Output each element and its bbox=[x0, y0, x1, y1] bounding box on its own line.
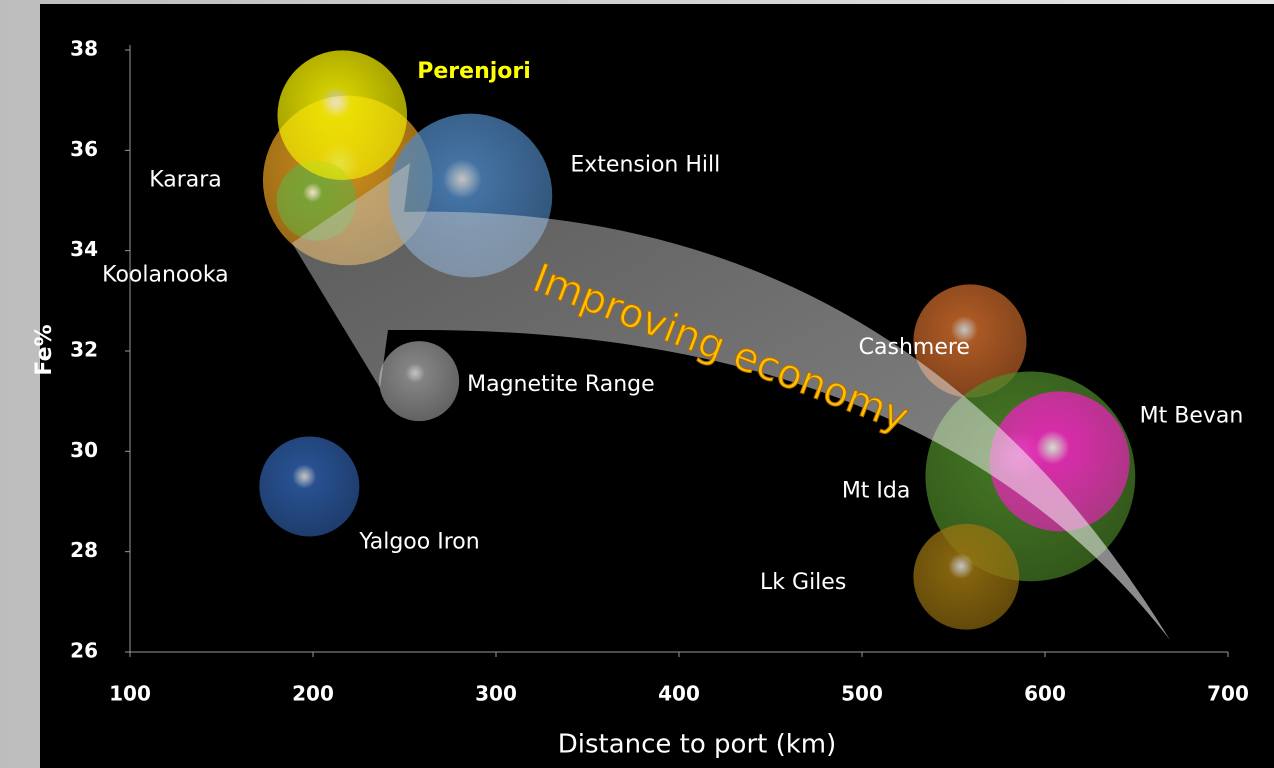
point-label: Extension Hill bbox=[570, 152, 720, 177]
bubble bbox=[259, 436, 359, 536]
point-label: Cashmere bbox=[859, 335, 970, 360]
y-tick-label: 38 bbox=[70, 37, 98, 61]
bubble bbox=[913, 524, 1019, 630]
y-tick-label: 26 bbox=[70, 639, 98, 663]
page: Improving economy Distance to port (km) … bbox=[0, 0, 1274, 768]
chart: Improving economy Distance to port (km) … bbox=[0, 0, 1274, 768]
y-tick-label: 28 bbox=[70, 538, 98, 562]
y-tick-label: 34 bbox=[70, 237, 98, 261]
x-tick-label: 400 bbox=[658, 682, 700, 706]
y-tick-label: 32 bbox=[70, 338, 98, 362]
bubble bbox=[277, 50, 407, 180]
chart-panel bbox=[40, 4, 1274, 768]
y-tick-label: 36 bbox=[70, 137, 98, 161]
point-label: Karara bbox=[149, 167, 222, 192]
x-tick-label: 500 bbox=[841, 682, 883, 706]
point-label: Perenjori bbox=[417, 59, 531, 84]
y-tick-label: 30 bbox=[70, 438, 98, 462]
point-label: Koolanooka bbox=[102, 263, 229, 288]
point-label: Yalgoo Iron bbox=[358, 529, 479, 554]
point-label: Mt Ida bbox=[842, 478, 911, 503]
x-axis-label: Distance to port (km) bbox=[558, 730, 837, 760]
x-tick-label: 300 bbox=[475, 682, 517, 706]
x-tick-label: 200 bbox=[292, 682, 334, 706]
point-label: Magnetite Range bbox=[467, 372, 655, 397]
bubble bbox=[379, 341, 459, 421]
point-label: Mt Bevan bbox=[1140, 403, 1244, 428]
x-tick-label: 100 bbox=[109, 682, 151, 706]
x-tick-label: 600 bbox=[1024, 682, 1066, 706]
y-axis-label: Fe% bbox=[32, 324, 57, 375]
point-label: Lk Giles bbox=[760, 570, 846, 595]
x-tick-label: 700 bbox=[1207, 682, 1249, 706]
